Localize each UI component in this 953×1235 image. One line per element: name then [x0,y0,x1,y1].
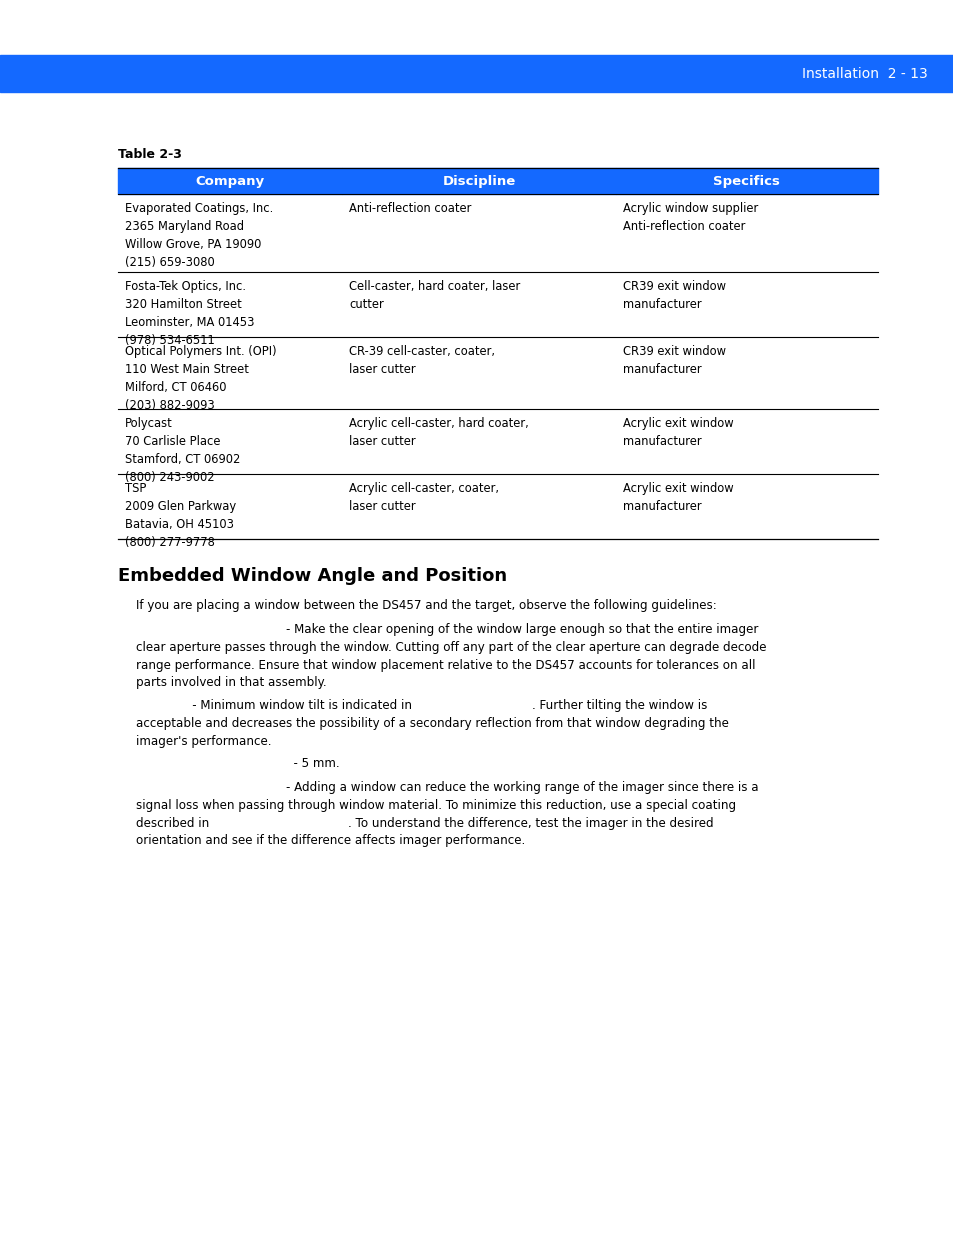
Text: Acrylic exit window
manufacturer: Acrylic exit window manufacturer [622,482,733,513]
Text: Installation  2 - 13: Installation 2 - 13 [801,67,927,80]
Bar [0,56,953,91]
Text: CR-39 cell-caster, coater,
laser cutter: CR-39 cell-caster, coater, laser cutter [349,345,495,375]
Text: Specifics: Specifics [713,174,780,188]
Text: - Make the clear opening of the window large enough so that the entire imager
cl: - Make the clear opening of the window l… [136,622,765,689]
Text: Anti-reflection coater: Anti-reflection coater [349,203,471,215]
Text: Embedded Window Angle and Position: Embedded Window Angle and Position [118,567,507,585]
Text: Table 2-3: Table 2-3 [118,148,182,161]
Text: Company: Company [195,174,264,188]
Text: Fosta-Tek Optics, Inc.
320 Hamilton Street
Leominster, MA 01453
(978) 534-6511: Fosta-Tek Optics, Inc. 320 Hamilton Stre… [125,280,254,347]
Bar [118,168,342,194]
Text: Polycast
70 Carlisle Place
Stamford, CT 06902
(800) 243-9002: Polycast 70 Carlisle Place Stamford, CT … [125,417,240,484]
Text: Optical Polymers Int. (OPI)
110 West Main Street
Milford, CT 06460
(203) 882-909: Optical Polymers Int. (OPI) 110 West Mai… [125,345,276,412]
Text: CR39 exit window
manufacturer: CR39 exit window manufacturer [622,280,725,311]
Bar [342,168,615,194]
Text: Acrylic cell-caster, coater,
laser cutter: Acrylic cell-caster, coater, laser cutte… [349,482,498,513]
Text: Acrylic window supplier
Anti-reflection coater: Acrylic window supplier Anti-reflection … [622,203,758,233]
Text: Acrylic exit window
manufacturer: Acrylic exit window manufacturer [622,417,733,448]
Text: - 5 mm.: - 5 mm. [136,757,339,769]
Text: - Adding a window can reduce the working range of the imager since there is a
si: - Adding a window can reduce the working… [136,781,758,847]
Bar [615,168,877,194]
Text: Discipline: Discipline [442,174,515,188]
Text: CR39 exit window
manufacturer: CR39 exit window manufacturer [622,345,725,375]
Text: Evaporated Coatings, Inc.
2365 Maryland Road
Willow Grove, PA 19090
(215) 659-30: Evaporated Coatings, Inc. 2365 Maryland … [125,203,273,269]
Text: - Minimum window tilt is indicated in                                . Further t: - Minimum window tilt is indicated in . … [136,699,728,747]
Text: Acrylic cell-caster, hard coater,
laser cutter: Acrylic cell-caster, hard coater, laser … [349,417,528,448]
Text: TSP
2009 Glen Parkway
Batavia, OH 45103
(800) 277-9778: TSP 2009 Glen Parkway Batavia, OH 45103 … [125,482,236,550]
Text: If you are placing a window between the DS457 and the target, observe the follow: If you are placing a window between the … [136,599,716,613]
Text: Cell-caster, hard coater, laser
cutter: Cell-caster, hard coater, laser cutter [349,280,520,311]
